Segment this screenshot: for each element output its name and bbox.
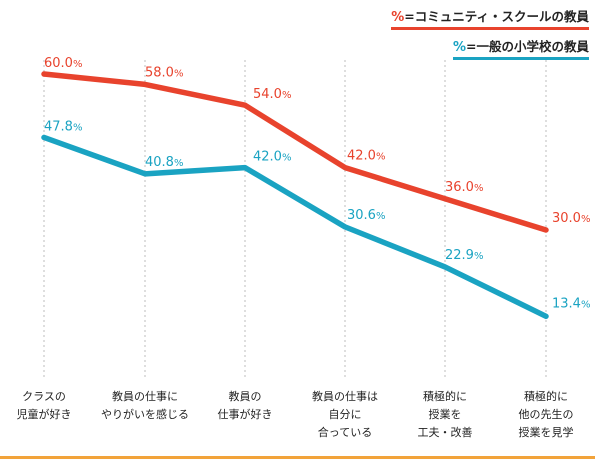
data-point-s1-6	[544, 228, 548, 232]
legend-general-text: =一般の小学校の教員	[466, 39, 589, 54]
data-point-s1-4	[343, 165, 347, 170]
data-point-s2-5	[443, 264, 447, 269]
data-label-s1-4: 42.0%	[347, 149, 385, 164]
data-point-s1-2	[143, 82, 147, 87]
category-label-1: クラスの 児童が好き	[16, 390, 72, 421]
data-point-s2-3	[243, 165, 247, 170]
legend-community-text: =コミュニティ・スクールの教員	[404, 9, 589, 24]
data-label-s2-4: 30.6%	[347, 208, 385, 223]
legend-community: %=コミュニティ・スクールの教員	[391, 6, 589, 30]
data-point-s1-1	[42, 72, 46, 76]
legend-general-symbol: %	[452, 40, 467, 55]
data-point-s1-5	[443, 196, 447, 201]
category-label-2: 教員の仕事に やりがいを感じる	[101, 390, 189, 421]
bottom-rule	[0, 456, 595, 459]
data-label-s2-1: 47.8%	[44, 119, 82, 134]
series-line-1	[41, 71, 549, 233]
data-label-s2-3: 42.0%	[253, 150, 291, 165]
data-point-s2-6	[544, 314, 548, 319]
data-label-s1-1: 60.0%	[44, 56, 82, 71]
data-label-s1-6: 30.0%	[552, 211, 590, 226]
data-point-s1-3	[243, 103, 247, 108]
data-label-s2-5: 22.9%	[445, 248, 483, 263]
category-label-6: 積極的に 他の先生の 授業を見学	[518, 390, 574, 439]
legend-community-symbol: %	[391, 10, 405, 25]
data-label-s2-6: 13.4%	[552, 296, 590, 311]
data-label-s2-2: 40.8%	[145, 155, 183, 170]
series-line-2	[41, 134, 549, 320]
data-point-s2-2	[143, 171, 147, 176]
category-label-5: 積極的に 授業を 工夫・改善	[417, 390, 473, 439]
category-label-4: 教員の仕事は 自分に 合っている	[312, 390, 378, 439]
data-label-s1-3: 54.0%	[253, 87, 291, 102]
category-label-3: 教員の 仕事が好き	[217, 390, 273, 421]
data-point-s2-4	[343, 224, 347, 229]
data-point-s2-1	[42, 135, 46, 140]
legend-general: %=一般の小学校の教員	[452, 36, 589, 60]
data-label-s1-2: 58.0%	[145, 65, 183, 80]
data-label-s1-5: 36.0%	[445, 180, 483, 195]
